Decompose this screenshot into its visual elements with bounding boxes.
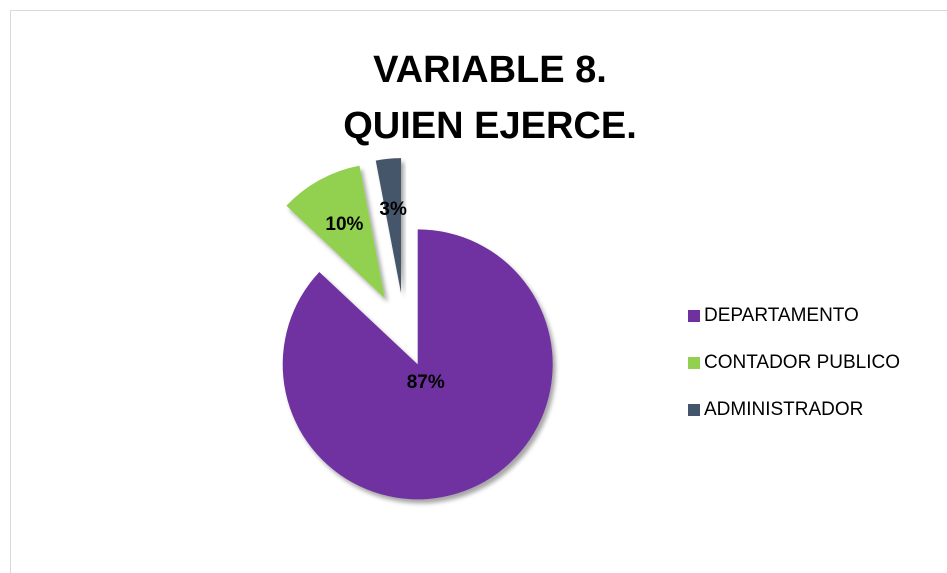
legend-swatch bbox=[688, 357, 700, 369]
value-label: 3% bbox=[379, 199, 407, 220]
pie-slice bbox=[286, 165, 385, 299]
chart-title: VARIABLE 8. QUIEN EJERCE. bbox=[343, 49, 637, 147]
pie-slice bbox=[375, 158, 402, 294]
legend-text: DEPARTAMENTO bbox=[704, 305, 859, 326]
value-label: 10% bbox=[325, 214, 363, 235]
legend-text: CONTADOR PUBLICO bbox=[704, 352, 900, 373]
value-label: 87% bbox=[407, 372, 445, 393]
legend-swatch bbox=[688, 404, 700, 416]
pie-slice bbox=[282, 229, 553, 500]
legend-text: ADMINISTRADOR bbox=[704, 399, 863, 420]
legend-swatch bbox=[688, 310, 700, 322]
